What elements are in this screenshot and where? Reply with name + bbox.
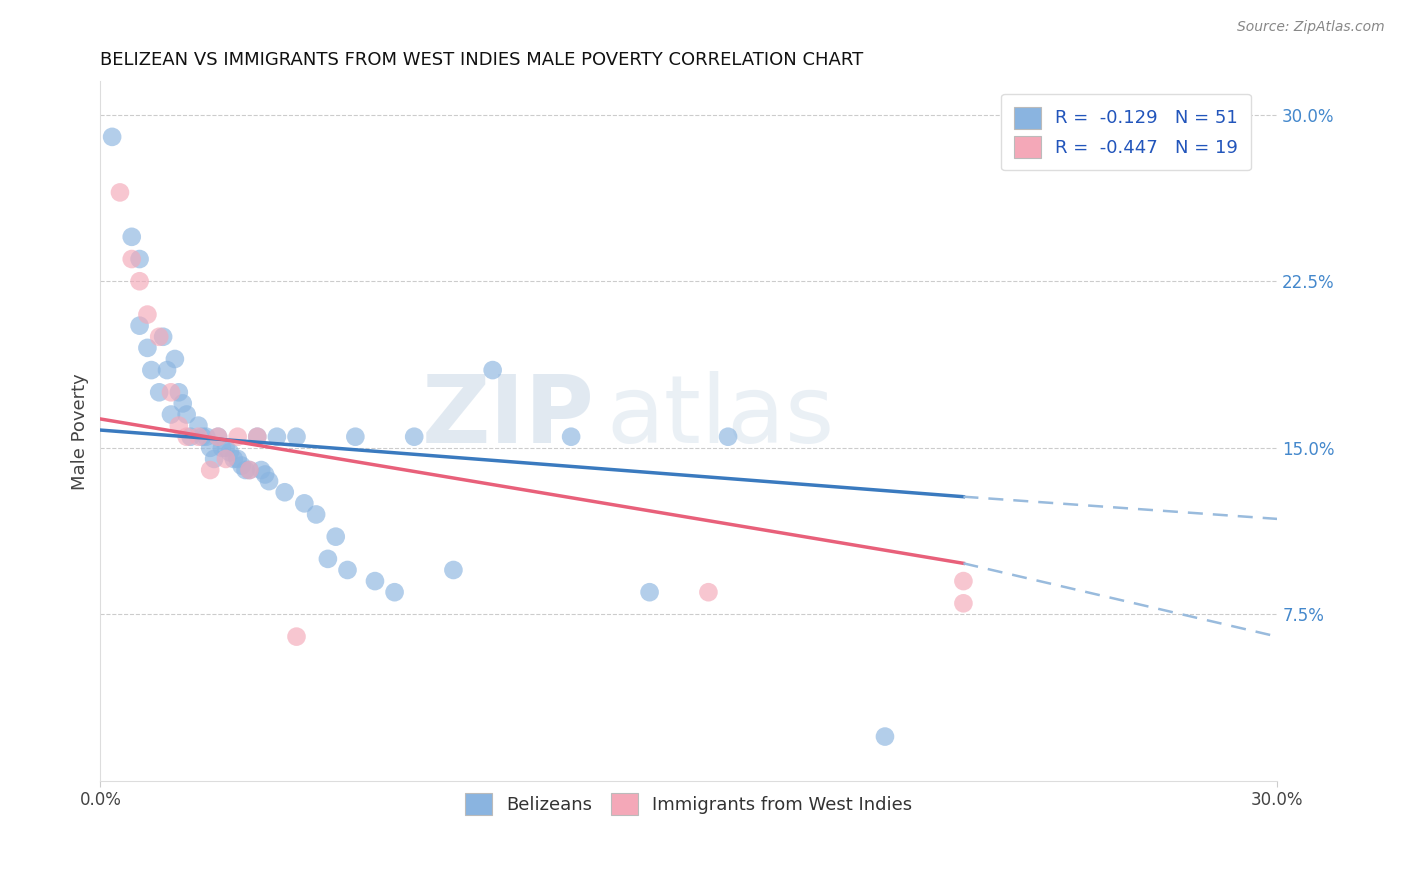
- Point: [200, 441, 222, 455]
- Y-axis label: Male Poverty: Male Poverty: [72, 373, 89, 490]
- Point: [136, 341, 159, 355]
- Text: atlas: atlas: [606, 371, 835, 463]
- Point: [222, 452, 245, 467]
- Point: [697, 585, 720, 599]
- Point: [180, 430, 202, 444]
- Point: [481, 363, 503, 377]
- Point: [384, 585, 406, 599]
- Point: [128, 274, 150, 288]
- Point: [200, 463, 222, 477]
- Point: [344, 430, 367, 444]
- Point: [952, 574, 974, 588]
- Point: [108, 186, 131, 200]
- Point: [176, 430, 198, 444]
- Point: [404, 430, 426, 444]
- Point: [364, 574, 387, 588]
- Point: [141, 363, 163, 377]
- Point: [167, 385, 190, 400]
- Point: [163, 351, 186, 366]
- Point: [160, 408, 183, 422]
- Point: [254, 467, 277, 482]
- Point: [101, 129, 124, 144]
- Point: [226, 452, 249, 467]
- Text: Source: ZipAtlas.com: Source: ZipAtlas.com: [1237, 20, 1385, 34]
- Point: [246, 430, 269, 444]
- Point: [952, 596, 974, 610]
- Point: [257, 474, 280, 488]
- Point: [218, 445, 240, 459]
- Text: BELIZEAN VS IMMIGRANTS FROM WEST INDIES MALE POVERTY CORRELATION CHART: BELIZEAN VS IMMIGRANTS FROM WEST INDIES …: [100, 51, 863, 69]
- Point: [285, 430, 308, 444]
- Point: [292, 496, 315, 510]
- Point: [238, 463, 260, 477]
- Point: [215, 441, 238, 455]
- Point: [136, 308, 159, 322]
- Legend: Belizeans, Immigrants from West Indies: Belizeans, Immigrants from West Indies: [456, 784, 921, 824]
- Point: [266, 430, 288, 444]
- Text: ZIP: ZIP: [422, 371, 595, 463]
- Point: [195, 430, 218, 444]
- Point: [226, 430, 249, 444]
- Point: [211, 441, 233, 455]
- Point: [238, 463, 260, 477]
- Point: [172, 396, 194, 410]
- Point: [285, 630, 308, 644]
- Point: [560, 430, 582, 444]
- Point: [873, 730, 896, 744]
- Point: [121, 252, 143, 266]
- Point: [148, 330, 170, 344]
- Point: [156, 363, 179, 377]
- Point: [316, 552, 339, 566]
- Point: [207, 430, 229, 444]
- Point: [128, 252, 150, 266]
- Point: [250, 463, 273, 477]
- Point: [305, 508, 328, 522]
- Point: [187, 430, 209, 444]
- Point: [187, 418, 209, 433]
- Point: [441, 563, 464, 577]
- Point: [246, 430, 269, 444]
- Point: [207, 430, 229, 444]
- Point: [325, 530, 347, 544]
- Point: [215, 452, 238, 467]
- Point: [121, 229, 143, 244]
- Point: [717, 430, 740, 444]
- Point: [235, 463, 257, 477]
- Point: [176, 408, 198, 422]
- Point: [231, 458, 253, 473]
- Point: [167, 418, 190, 433]
- Point: [274, 485, 297, 500]
- Point: [128, 318, 150, 333]
- Point: [191, 430, 214, 444]
- Point: [148, 385, 170, 400]
- Point: [336, 563, 359, 577]
- Point: [160, 385, 183, 400]
- Point: [638, 585, 661, 599]
- Point: [202, 452, 225, 467]
- Point: [152, 330, 174, 344]
